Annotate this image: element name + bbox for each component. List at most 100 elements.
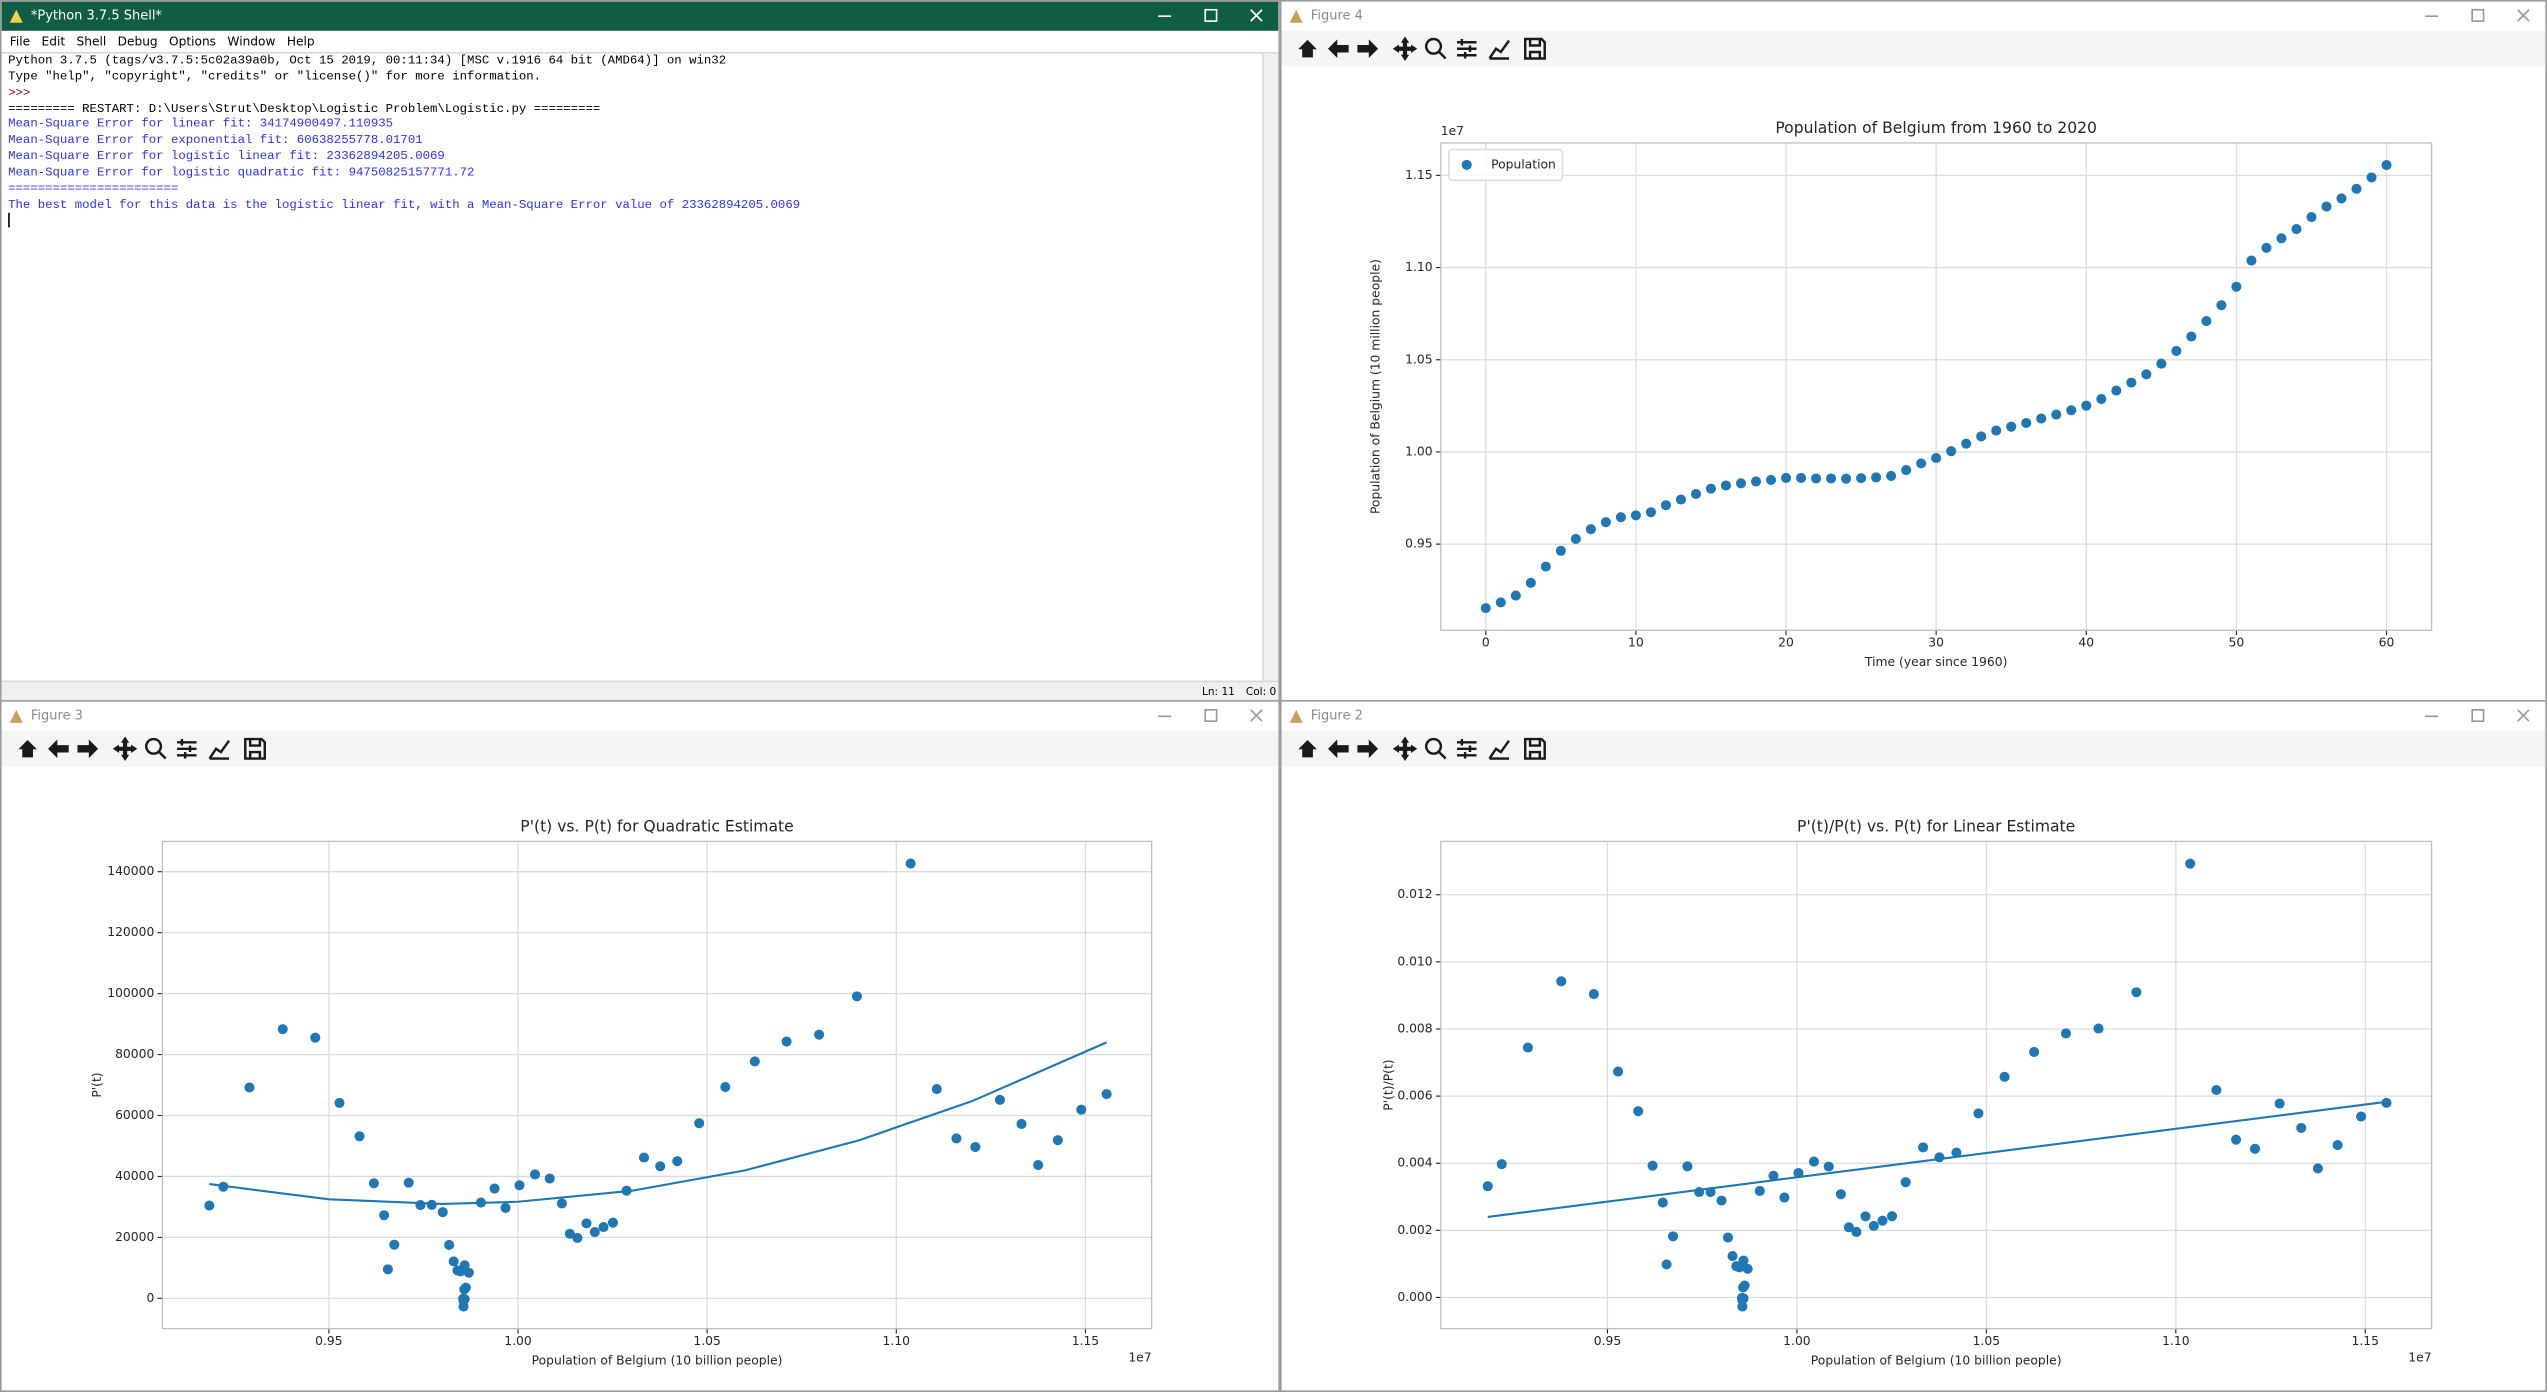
figure-canvas: 0 10 20 30 40 50 60 0.95 1.00 1.05 1.10 1.15 Populat… bbox=[1368, 119, 2433, 669]
data-point bbox=[1613, 1066, 1624, 1077]
back-button[interactable] bbox=[1327, 739, 1349, 759]
maximize-button[interactable] bbox=[1204, 709, 1218, 723]
pan-button[interactable] bbox=[1392, 736, 1418, 762]
save-button[interactable] bbox=[1523, 737, 1546, 760]
home-button[interactable] bbox=[1298, 739, 1317, 758]
data-point bbox=[1720, 480, 1732, 491]
x-tick-label: 0 bbox=[1482, 636, 1490, 650]
maximize-button[interactable] bbox=[1204, 8, 1218, 22]
data-point bbox=[368, 1178, 379, 1189]
data-point bbox=[814, 1029, 825, 1040]
menu-bar: File Edit Shell Debug Options Window Help bbox=[1, 30, 1279, 54]
forward-button[interactable] bbox=[77, 739, 99, 759]
x-tick-label: 1.15 bbox=[1072, 1334, 1099, 1348]
forward-button[interactable] bbox=[1357, 39, 1379, 59]
icon-glyph bbox=[1357, 39, 1379, 59]
figure-canvas: 0.95 1.00 1.05 1.10 1.15 0.000 0.002 0.004 0.006… bbox=[1381, 817, 2433, 1368]
configure-button[interactable] bbox=[1456, 38, 1477, 59]
icon-glyph bbox=[1392, 36, 1418, 61]
data-point bbox=[2231, 281, 2242, 292]
data-point bbox=[1556, 976, 1567, 987]
pan-button[interactable] bbox=[112, 736, 138, 762]
y-tick-label: 100000 bbox=[107, 986, 154, 1000]
menu-item[interactable]: Debug bbox=[117, 34, 158, 49]
edit-axes-button[interactable] bbox=[208, 739, 231, 760]
data-point bbox=[2185, 858, 2196, 869]
data-point bbox=[1657, 1197, 1668, 1208]
data-point bbox=[1615, 512, 1626, 523]
data-point bbox=[415, 1200, 426, 1211]
data-point bbox=[1779, 1192, 1790, 1203]
scrollbar[interactable] bbox=[1262, 53, 1279, 681]
data-point bbox=[781, 1036, 792, 1047]
toolbar bbox=[1281, 30, 2546, 67]
data-point bbox=[1510, 590, 1521, 601]
data-point bbox=[1588, 989, 1599, 1000]
data-point bbox=[403, 1177, 414, 1188]
x-tick-label: 60 bbox=[2379, 636, 2395, 650]
pan-button[interactable] bbox=[1392, 36, 1418, 61]
zoom-button[interactable] bbox=[145, 737, 167, 760]
close-button[interactable] bbox=[1250, 709, 1263, 722]
window-controls bbox=[2425, 709, 2530, 723]
save-button[interactable] bbox=[1523, 37, 1546, 60]
data-point bbox=[851, 991, 862, 1002]
app-icon bbox=[9, 9, 23, 23]
forward-button[interactable] bbox=[1357, 739, 1379, 759]
back-button[interactable] bbox=[48, 739, 69, 759]
menu-item[interactable]: Window bbox=[227, 34, 276, 49]
back-button[interactable] bbox=[1327, 39, 1349, 59]
x-tick-label: 1.05 bbox=[693, 1334, 720, 1348]
data-point bbox=[2261, 242, 2272, 253]
data-point bbox=[529, 1169, 541, 1180]
data-point bbox=[334, 1097, 345, 1108]
maximize-button[interactable] bbox=[2471, 709, 2485, 723]
data-point bbox=[244, 1082, 255, 1093]
data-point bbox=[2321, 201, 2332, 212]
edit-axes-button[interactable] bbox=[1488, 39, 1510, 60]
menu-item[interactable]: File bbox=[9, 34, 31, 49]
data-point bbox=[2060, 1028, 2071, 1039]
menu-item[interactable]: Edit bbox=[41, 34, 66, 49]
data-point bbox=[354, 1131, 365, 1142]
save-button[interactable] bbox=[244, 737, 266, 760]
y-tick-label: 20000 bbox=[115, 1230, 154, 1244]
close-button[interactable] bbox=[1250, 9, 1263, 22]
configure-button[interactable] bbox=[177, 739, 197, 759]
maximize-button[interactable] bbox=[2471, 8, 2485, 22]
zoom-button[interactable] bbox=[1425, 737, 1447, 760]
y-tick-label: 0.012 bbox=[1397, 887, 1432, 901]
figure-window: Figure 2 0.95 1.00 1.05 1.10 1.15 0.000 0.002 0… bbox=[1279, 700, 2547, 1392]
data-point bbox=[2291, 224, 2302, 235]
legend-box bbox=[1448, 148, 1564, 182]
icon-glyph bbox=[48, 739, 69, 759]
home-button[interactable] bbox=[18, 739, 37, 758]
data-point bbox=[1738, 1255, 1749, 1266]
app-icon bbox=[1289, 709, 1303, 723]
menu-item[interactable]: Shell bbox=[76, 34, 107, 49]
data-point bbox=[1976, 431, 1987, 442]
menu-item[interactable]: Help bbox=[286, 34, 315, 49]
data-point bbox=[1660, 500, 1671, 511]
data-point bbox=[2356, 1111, 2367, 1122]
data-point bbox=[1496, 1159, 1507, 1170]
data-point bbox=[2006, 421, 2017, 432]
x-tick-label: 30 bbox=[1928, 636, 1944, 650]
configure-button[interactable] bbox=[1456, 739, 1477, 759]
close-button[interactable] bbox=[2517, 9, 2530, 22]
close-button[interactable] bbox=[2517, 709, 2530, 722]
data-point bbox=[1768, 1170, 1779, 1181]
edit-axes-button[interactable] bbox=[1488, 739, 1510, 760]
data-point bbox=[1735, 478, 1747, 489]
menu-item[interactable]: Options bbox=[169, 34, 217, 49]
icon-glyph bbox=[1523, 37, 1546, 60]
data-point bbox=[655, 1161, 666, 1172]
zoom-button[interactable] bbox=[1425, 37, 1447, 60]
home-button[interactable] bbox=[1298, 39, 1317, 58]
data-point bbox=[1823, 1161, 1834, 1172]
data-point bbox=[489, 1183, 500, 1194]
data-point bbox=[931, 1084, 942, 1095]
data-point bbox=[2131, 987, 2142, 998]
data-point bbox=[556, 1198, 567, 1209]
data-point bbox=[1886, 470, 1897, 481]
